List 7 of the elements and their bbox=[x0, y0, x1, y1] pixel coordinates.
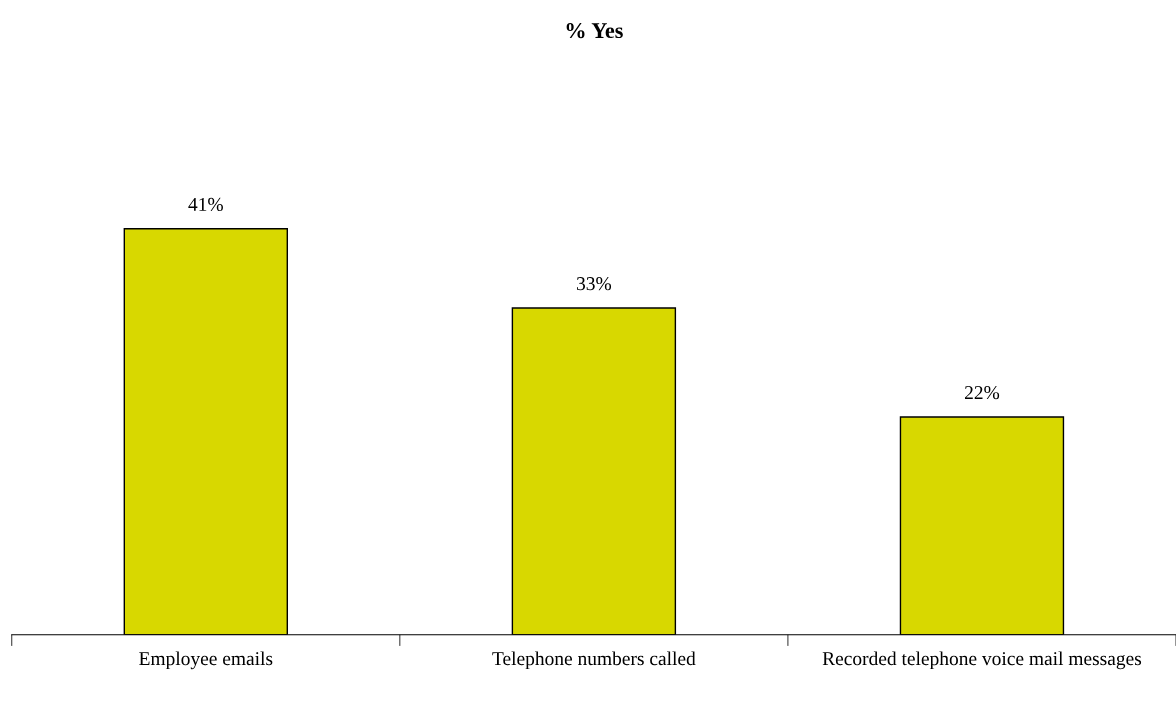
data-label: 41% bbox=[188, 197, 223, 212]
x-tick-label: Recorded telephone voice mail messages bbox=[822, 651, 1142, 670]
data-label: 33% bbox=[576, 277, 612, 291]
data-label: 22% bbox=[964, 385, 1000, 400]
x-tick-label: Telephone numbers called bbox=[492, 651, 696, 670]
chart-title: % Yes bbox=[566, 23, 623, 39]
x-tick-label: Employee emails bbox=[139, 651, 273, 670]
